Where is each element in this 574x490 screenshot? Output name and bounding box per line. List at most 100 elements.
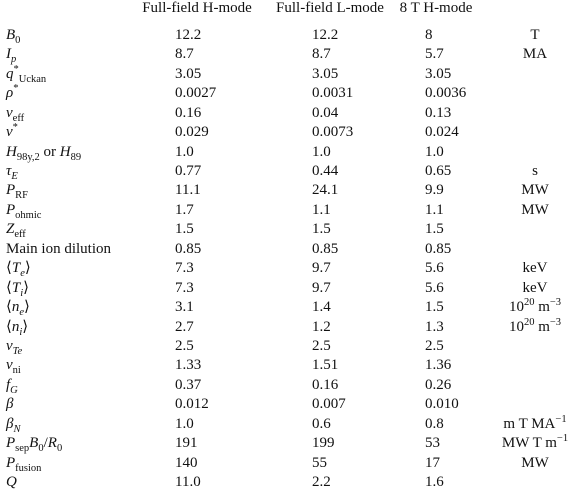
value-cell: 11.1: [175, 182, 201, 199]
column-header: Full-field H-mode: [142, 0, 252, 16]
unit-cell: MW: [521, 454, 549, 472]
value-cell: 17: [425, 454, 440, 471]
text-segment: E: [11, 171, 18, 183]
value-cell: 1.5: [175, 221, 194, 238]
value-cell: 7.3: [175, 279, 194, 296]
text-segment: ⟨: [6, 260, 12, 277]
text-segment: or: [39, 143, 60, 160]
text-segment: 0: [15, 35, 21, 46]
value-cell: 5.6: [425, 279, 444, 296]
value-cell: 1.5: [425, 221, 444, 238]
value-cell: 0.16: [312, 376, 339, 393]
value-cell: 9.7: [312, 260, 331, 277]
row-label: ⟨ne⟩: [6, 298, 30, 319]
text-segment: MW: [521, 201, 549, 218]
text-segment: 20: [523, 316, 535, 328]
row-label: Q: [6, 473, 17, 490]
text-segment: e: [19, 307, 25, 319]
row-label: ⟨ni⟩: [6, 318, 29, 338]
value-cell: 0.85: [312, 240, 339, 257]
text-segment: ν: [6, 124, 13, 141]
value-cell: 0.029: [175, 124, 209, 141]
value-cell: 1.0: [175, 415, 194, 432]
value-cell: 0.04: [312, 104, 339, 121]
text-segment: ⟩: [24, 299, 30, 316]
text-segment: P: [6, 454, 16, 471]
unit-cell: MW: [521, 181, 549, 199]
value-cell: 0.44: [312, 163, 339, 180]
text-segment: ρ: [6, 85, 14, 102]
text-segment: RF: [15, 190, 29, 202]
value-cell: 3.05: [175, 65, 202, 82]
value-cell: 12.2: [312, 27, 339, 43]
value-cell: 0.85: [425, 240, 452, 257]
text-segment: *: [13, 83, 19, 95]
text-segment: ⟨: [6, 279, 12, 296]
row-label: ρ*: [6, 84, 18, 102]
text-segment: ⟨: [6, 318, 12, 335]
value-cell: 0.010: [425, 396, 459, 413]
value-cell: 0.8: [425, 415, 444, 432]
text-segment: f: [6, 376, 11, 393]
value-cell: 1.6: [425, 474, 444, 490]
unit-cell: MA: [523, 45, 547, 63]
value-cell: 8: [425, 27, 433, 43]
value-cell: 1.36: [425, 357, 452, 374]
value-cell: 0.0027: [175, 85, 217, 102]
row-label: ⟨Ti⟩: [6, 279, 29, 299]
text-segment: H: [59, 143, 71, 160]
text-segment: i: [19, 326, 23, 338]
text-segment: keV: [522, 279, 548, 296]
value-cell: 0.65: [425, 163, 452, 180]
text-segment: fusion: [15, 462, 42, 474]
value-cell: 11.0: [175, 474, 201, 490]
text-segment: ν: [6, 357, 13, 374]
value-cell: 3.05: [312, 65, 339, 82]
row-label: Zeff: [6, 220, 26, 241]
value-cell: 1.0: [312, 143, 331, 160]
text-segment: −3: [549, 316, 562, 328]
row-label: PsepB0/R0: [6, 434, 63, 455]
column-header: 8 T H-mode: [399, 0, 473, 16]
column-header: Full-field L-mode: [276, 0, 384, 16]
row-label: Pfusion: [6, 454, 42, 474]
value-cell: 1.1: [425, 201, 444, 218]
value-cell: 0.0031: [312, 85, 354, 102]
text-segment: p: [11, 54, 17, 66]
text-segment: P: [6, 435, 16, 452]
text-segment: MW: [521, 454, 549, 471]
text-segment: T: [11, 279, 21, 296]
text-segment: 10: [508, 318, 524, 335]
text-segment: *: [13, 63, 19, 75]
value-cell: 2.7: [175, 318, 194, 335]
value-cell: 5.7: [425, 46, 444, 63]
text-segment: ⟩: [23, 279, 29, 296]
value-cell: 12.2: [175, 27, 202, 43]
row-label: Main ion dilution: [6, 240, 111, 258]
text-segment: ⟩: [22, 318, 29, 335]
value-cell: 1.5: [312, 221, 331, 238]
text-segment: Z: [6, 221, 15, 238]
value-cell: 0.6: [312, 415, 331, 432]
text-segment: 0: [56, 443, 63, 455]
text-segment: H: [6, 143, 17, 160]
text-segment: −3: [549, 297, 562, 309]
unit-cell: MW: [521, 201, 549, 219]
text-segment: P: [6, 201, 16, 218]
value-cell: 2.2: [312, 474, 331, 490]
unit-cell: T: [530, 26, 539, 44]
text-segment: ν: [6, 337, 13, 354]
value-cell: 8.7: [312, 46, 331, 63]
value-cell: 2.5: [175, 337, 194, 354]
value-cell: 1.7: [175, 201, 194, 218]
row-label: β: [6, 395, 13, 413]
row-label: q*Uckan: [6, 63, 46, 85]
text-segment: eff: [14, 229, 26, 241]
unit-cell: keV: [523, 259, 548, 277]
value-cell: 3.1: [175, 299, 194, 316]
text-segment: T: [530, 27, 540, 43]
value-cell: 199: [312, 435, 335, 452]
value-cell: 9.9: [425, 182, 444, 199]
text-segment: keV: [522, 260, 548, 277]
value-cell: 0.0036: [425, 85, 467, 102]
